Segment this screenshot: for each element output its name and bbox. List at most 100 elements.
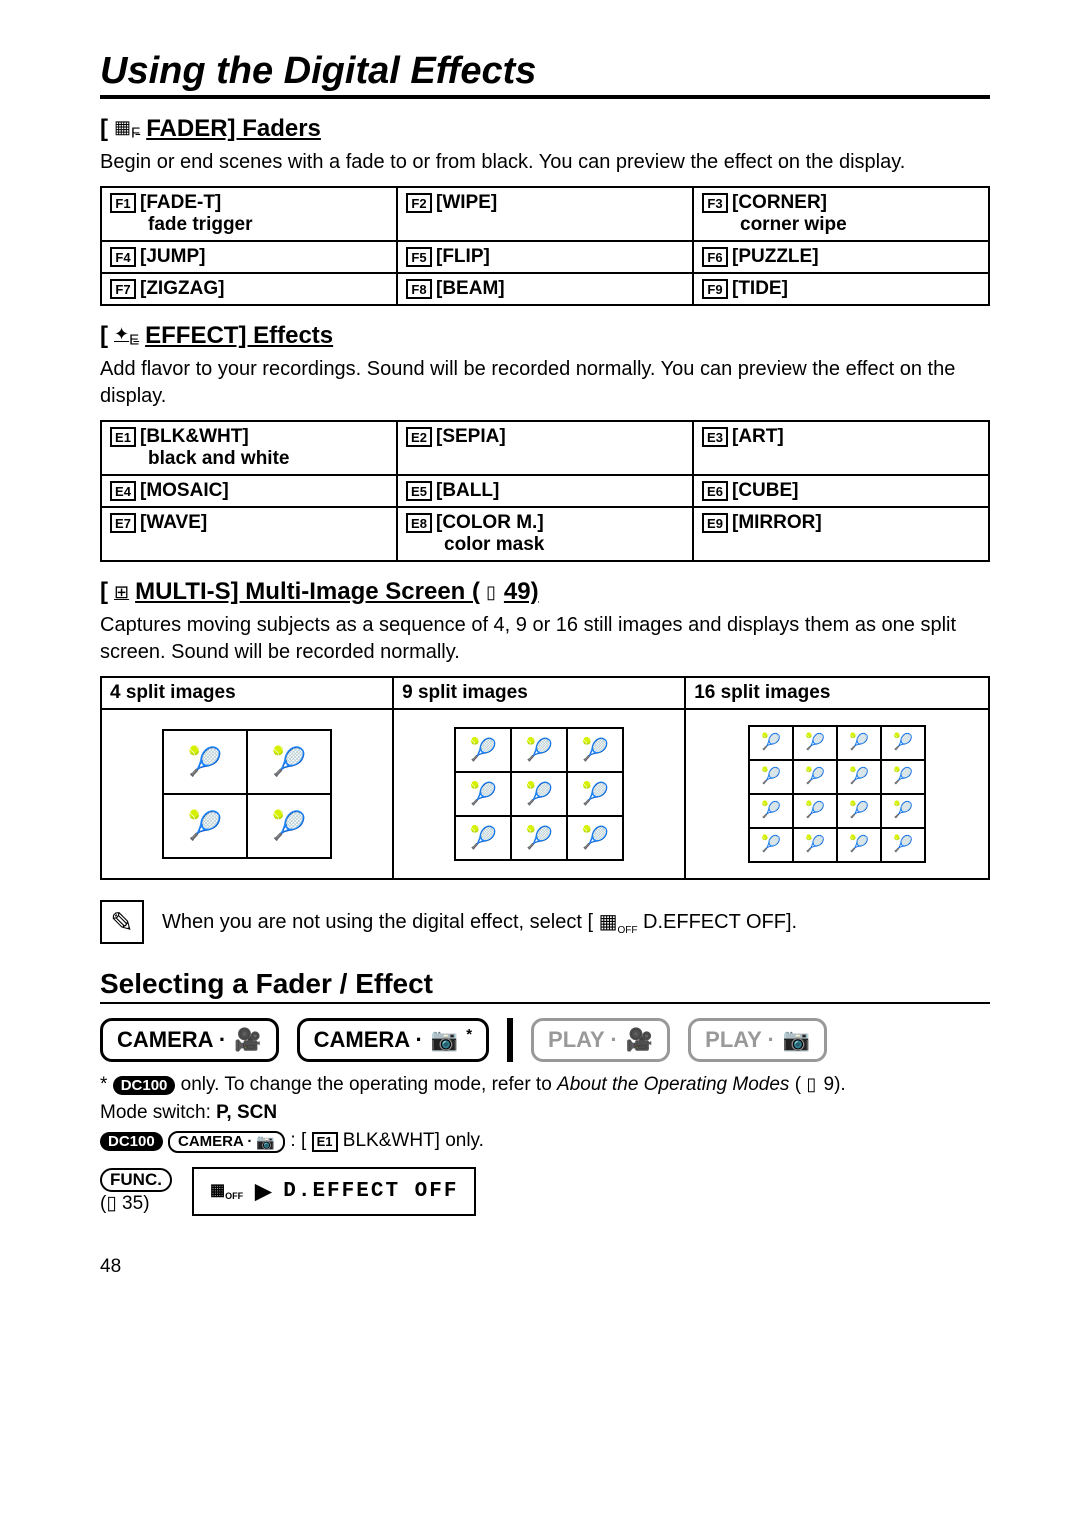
note-icon: ✎ — [100, 900, 144, 944]
label-e5: [BALL] — [436, 480, 499, 502]
label-f3: [CORNER] — [732, 192, 827, 214]
split-table: 4 split images 9 split images 16 split i… — [100, 676, 990, 880]
bracket-open: [ — [100, 115, 108, 143]
triangle-right-icon: ▶ — [255, 1179, 271, 1204]
tennis-figure-icon: 🎾 — [805, 769, 825, 785]
mode-switch-line: Mode switch: P, SCN — [100, 1102, 990, 1124]
effects-table: E1 [BLK&WHT]black and white E2 [SEPIA] E… — [100, 420, 990, 562]
split-9-cell: 🎾🎾🎾 🎾🎾🎾 🎾🎾🎾 — [393, 709, 685, 879]
effect-off-icon: ▦OFF — [210, 1180, 243, 1201]
tennis-figure-icon: 🎾 — [525, 739, 552, 761]
code-f2: F2 — [406, 193, 432, 213]
tennis-figure-icon: 🎾 — [469, 827, 496, 849]
split-h2: 9 split images — [393, 677, 685, 709]
tennis-figure-icon: 🎾 — [805, 803, 825, 819]
label-e2: [SEPIA] — [436, 426, 506, 448]
tennis-figure-icon: 🎾 — [188, 812, 223, 840]
tennis-figure-icon: 🎾 — [525, 783, 552, 805]
note-text: When you are not using the digital effec… — [162, 909, 797, 936]
grid-16: 🎾🎾🎾🎾 🎾🎾🎾🎾 🎾🎾🎾🎾 🎾🎾🎾🎾 — [748, 725, 926, 863]
sub-f1: fade trigger — [148, 214, 388, 236]
tennis-figure-icon: 🎾 — [761, 735, 781, 751]
label-e7: [WAVE] — [140, 512, 207, 534]
footnote-2: DC100 CAMERA · 📷 : [ E1 BLK&WHT] only. — [100, 1130, 990, 1153]
code-e4: E4 — [110, 481, 136, 501]
fn1d: 9). — [824, 1074, 846, 1095]
code-e7: E7 — [110, 513, 136, 533]
sub-f3: corner wipe — [740, 214, 980, 236]
grid-9: 🎾🎾🎾 🎾🎾🎾 🎾🎾🎾 — [454, 727, 624, 861]
tennis-figure-icon: 🎾 — [893, 803, 913, 819]
faders-heading: [ ▦F FADER] Faders — [100, 115, 990, 143]
label-e8: [COLOR M.] — [436, 512, 544, 534]
mode-camera-movie-label: CAMERA · — [117, 1027, 226, 1053]
camera-still-pill-label: CAMERA · — [178, 1133, 252, 1150]
tennis-figure-icon: 🎾 — [849, 837, 869, 853]
dc100-pill: DC100 — [113, 1076, 176, 1095]
effect-off-icon: ▦OFF — [599, 911, 638, 933]
faders-table: F1 [FADE-T]fade trigger F2 [WIPE] F3 [CO… — [100, 186, 990, 306]
func-row: FUNC. (▯ 35) ▦OFF ▶ D.EFFECT OFF — [100, 1167, 990, 1216]
faders-body: Begin or end scenes with a fade to or fr… — [100, 149, 990, 176]
menu-text: D.EFFECT OFF — [283, 1180, 458, 1203]
tennis-figure-icon: 🎾 — [272, 748, 307, 776]
star: * — [466, 1026, 472, 1043]
func-button: FUNC. — [100, 1168, 172, 1192]
mode-switch-label: Mode switch: — [100, 1102, 216, 1123]
multis-page-ref: 49) — [504, 578, 539, 606]
mode-switch-value: P, SCN — [216, 1102, 277, 1123]
label-e1: [BLK&WHT] — [140, 426, 249, 448]
code-f4: F4 — [110, 247, 136, 267]
tennis-figure-icon: 🎾 — [849, 803, 869, 819]
faders-heading-text: FADER] Faders — [146, 115, 321, 143]
split-4-cell: 🎾 🎾 🎾 🎾 — [101, 709, 393, 879]
code-e5: E5 — [406, 481, 432, 501]
code-e3: E3 — [702, 427, 728, 447]
code-e8: E8 — [406, 513, 432, 533]
page-number: 48 — [100, 1256, 990, 1278]
multis-heading-text: MULTI-S] Multi-Image Screen ( — [135, 578, 480, 606]
tennis-figure-icon: 🎾 — [893, 837, 913, 853]
split-h1: 4 split images — [101, 677, 393, 709]
star-text: * — [100, 1074, 107, 1095]
label-e9: [MIRROR] — [732, 512, 822, 534]
camera-icon: 📷 — [783, 1027, 810, 1053]
label-e6: [CUBE] — [732, 480, 799, 502]
func-ref: (▯ 35) — [100, 1193, 150, 1214]
code-f3: F3 — [702, 193, 728, 213]
page-title: Using the Digital Effects — [100, 50, 990, 99]
bracket-open: [ — [100, 322, 108, 350]
tennis-figure-icon: 🎾 — [761, 803, 781, 819]
fn1b: About the Operating Modes — [557, 1074, 789, 1095]
tennis-figure-icon: 🎾 — [893, 769, 913, 785]
tennis-figure-icon: 🎾 — [469, 783, 496, 805]
code-e9: E9 — [702, 513, 728, 533]
sub-e8: color mask — [444, 534, 684, 556]
note-row: ✎ When you are not using the digital eff… — [100, 900, 990, 944]
code-f9: F9 — [702, 279, 728, 299]
book-icon — [486, 582, 498, 603]
func-label: FUNC. (▯ 35) — [100, 1168, 172, 1215]
label-f5: [FLIP] — [436, 246, 490, 268]
sub-e1: black and white — [148, 448, 388, 470]
tennis-figure-icon: 🎾 — [581, 827, 608, 849]
mode-camera-still-label: CAMERA · — [314, 1027, 423, 1053]
camera-icon: 📷 — [431, 1027, 458, 1053]
tennis-figure-icon: 🎾 — [761, 837, 781, 853]
multi-icon: ⊞ — [114, 582, 129, 603]
code-f7: F7 — [110, 279, 136, 299]
effects-heading-text: EFFECT] Effects — [145, 322, 333, 350]
label-f9: [TIDE] — [732, 278, 788, 300]
selecting-title: Selecting a Fader / Effect — [100, 968, 990, 1004]
divider — [507, 1018, 513, 1062]
book-icon — [806, 1074, 818, 1095]
label-f6: [PUZZLE] — [732, 246, 819, 268]
tennis-figure-icon: 🎾 — [581, 739, 608, 761]
effect-icon: ✦E — [114, 324, 139, 349]
note-a: When you are not using the digital effec… — [162, 911, 593, 933]
label-f8: [BEAM] — [436, 278, 505, 300]
movie-icon: 🎥 — [234, 1027, 261, 1053]
mode-play-still-label: PLAY · — [705, 1027, 775, 1053]
fader-icon: ▦F — [114, 117, 140, 142]
footnote-1: * DC100 only. To change the operating mo… — [100, 1074, 990, 1096]
